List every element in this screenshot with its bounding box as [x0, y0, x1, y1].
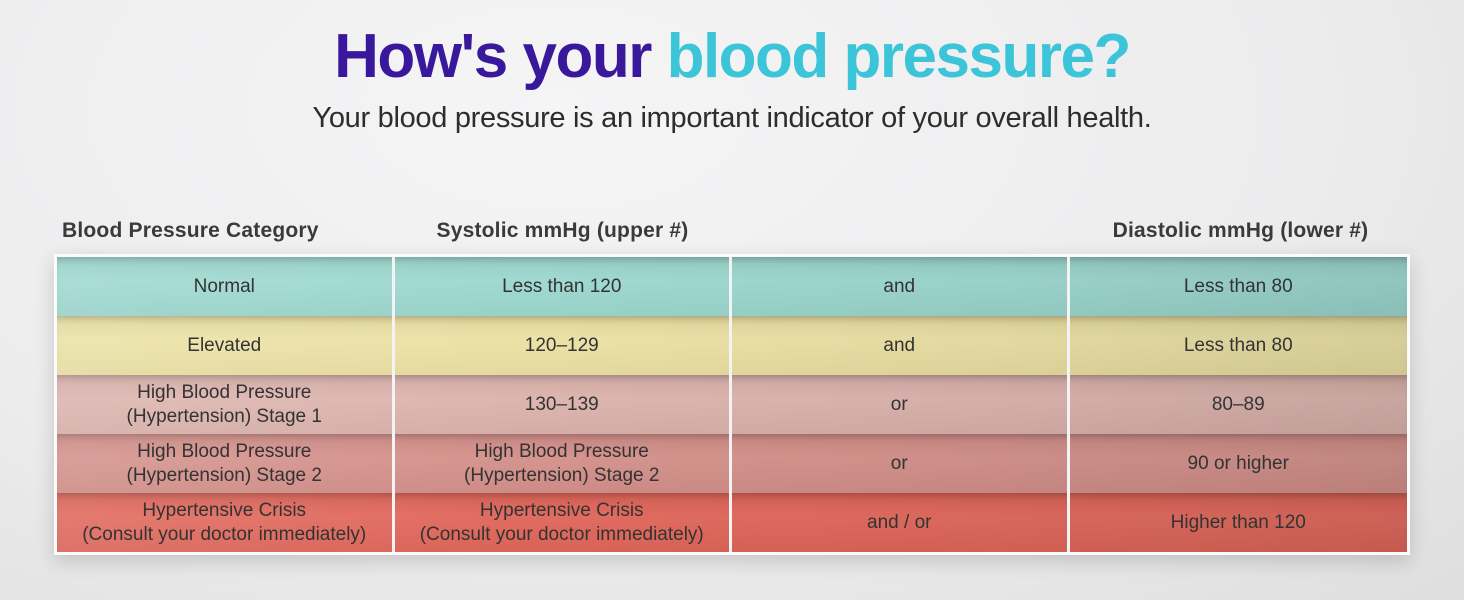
cell-connector: and / or	[732, 493, 1070, 552]
table-row-stage2: High Blood Pressure (Hypertension) Stage…	[57, 434, 1407, 493]
cell-systolic: 120–129	[395, 316, 732, 375]
blood-pressure-table: Normal Less than 120 and Less than 80 El…	[54, 254, 1410, 555]
cell-connector: and	[732, 257, 1070, 316]
cell-category: Hypertensive Crisis (Consult your doctor…	[57, 493, 395, 552]
cell-systolic: Hypertensive Crisis (Consult your doctor…	[395, 493, 732, 552]
title-accent: blood pressure?	[666, 22, 1132, 91]
blood-pressure-table-section: Blood Pressure Category Systolic mmHg (u…	[54, 219, 1410, 555]
table-row-crisis: Hypertensive Crisis (Consult your doctor…	[57, 493, 1407, 552]
cell-category: Elevated	[57, 316, 395, 375]
column-header-category: Blood Pressure Category	[62, 219, 319, 242]
page-subtitle: Your blood pressure is an important indi…	[312, 102, 1152, 135]
cell-systolic: 130–139	[395, 375, 732, 434]
page-title: How's your blood pressure?	[0, 24, 1464, 89]
table-row-elevated: Elevated 120–129 and Less than 80	[57, 316, 1407, 375]
table-row-stage1: High Blood Pressure (Hypertension) Stage…	[57, 375, 1407, 434]
cell-systolic: Less than 120	[395, 257, 732, 316]
cell-connector: or	[732, 434, 1070, 493]
column-headers: Blood Pressure Category Systolic mmHg (u…	[54, 219, 1410, 243]
cell-diastolic: 90 or higher	[1187, 452, 1289, 474]
cell-category: High Blood Pressure (Hypertension) Stage…	[57, 434, 395, 493]
column-header-diastolic: Diastolic mmHg (lower #)	[1112, 219, 1369, 242]
table-row-normal: Normal Less than 120 and Less than 80	[57, 257, 1407, 316]
cell-diastolic: Less than 80	[1183, 334, 1293, 356]
cell-diastolic: Less than 80	[1183, 275, 1293, 297]
cell-category: High Blood Pressure (Hypertension) Stage…	[57, 375, 395, 434]
title-primary: How's your	[334, 22, 652, 91]
cell-diastolic: 80–89	[1211, 393, 1265, 415]
page-header: How's your blood pressure? Your blood pr…	[0, 0, 1464, 135]
cell-systolic: High Blood Pressure (Hypertension) Stage…	[395, 434, 732, 493]
cell-diastolic: Higher than 120	[1170, 511, 1306, 533]
cell-connector: and	[732, 316, 1070, 375]
cell-connector: or	[732, 375, 1070, 434]
column-header-systolic: Systolic mmHg (upper #)	[436, 219, 689, 242]
cell-category: Normal	[57, 257, 395, 316]
